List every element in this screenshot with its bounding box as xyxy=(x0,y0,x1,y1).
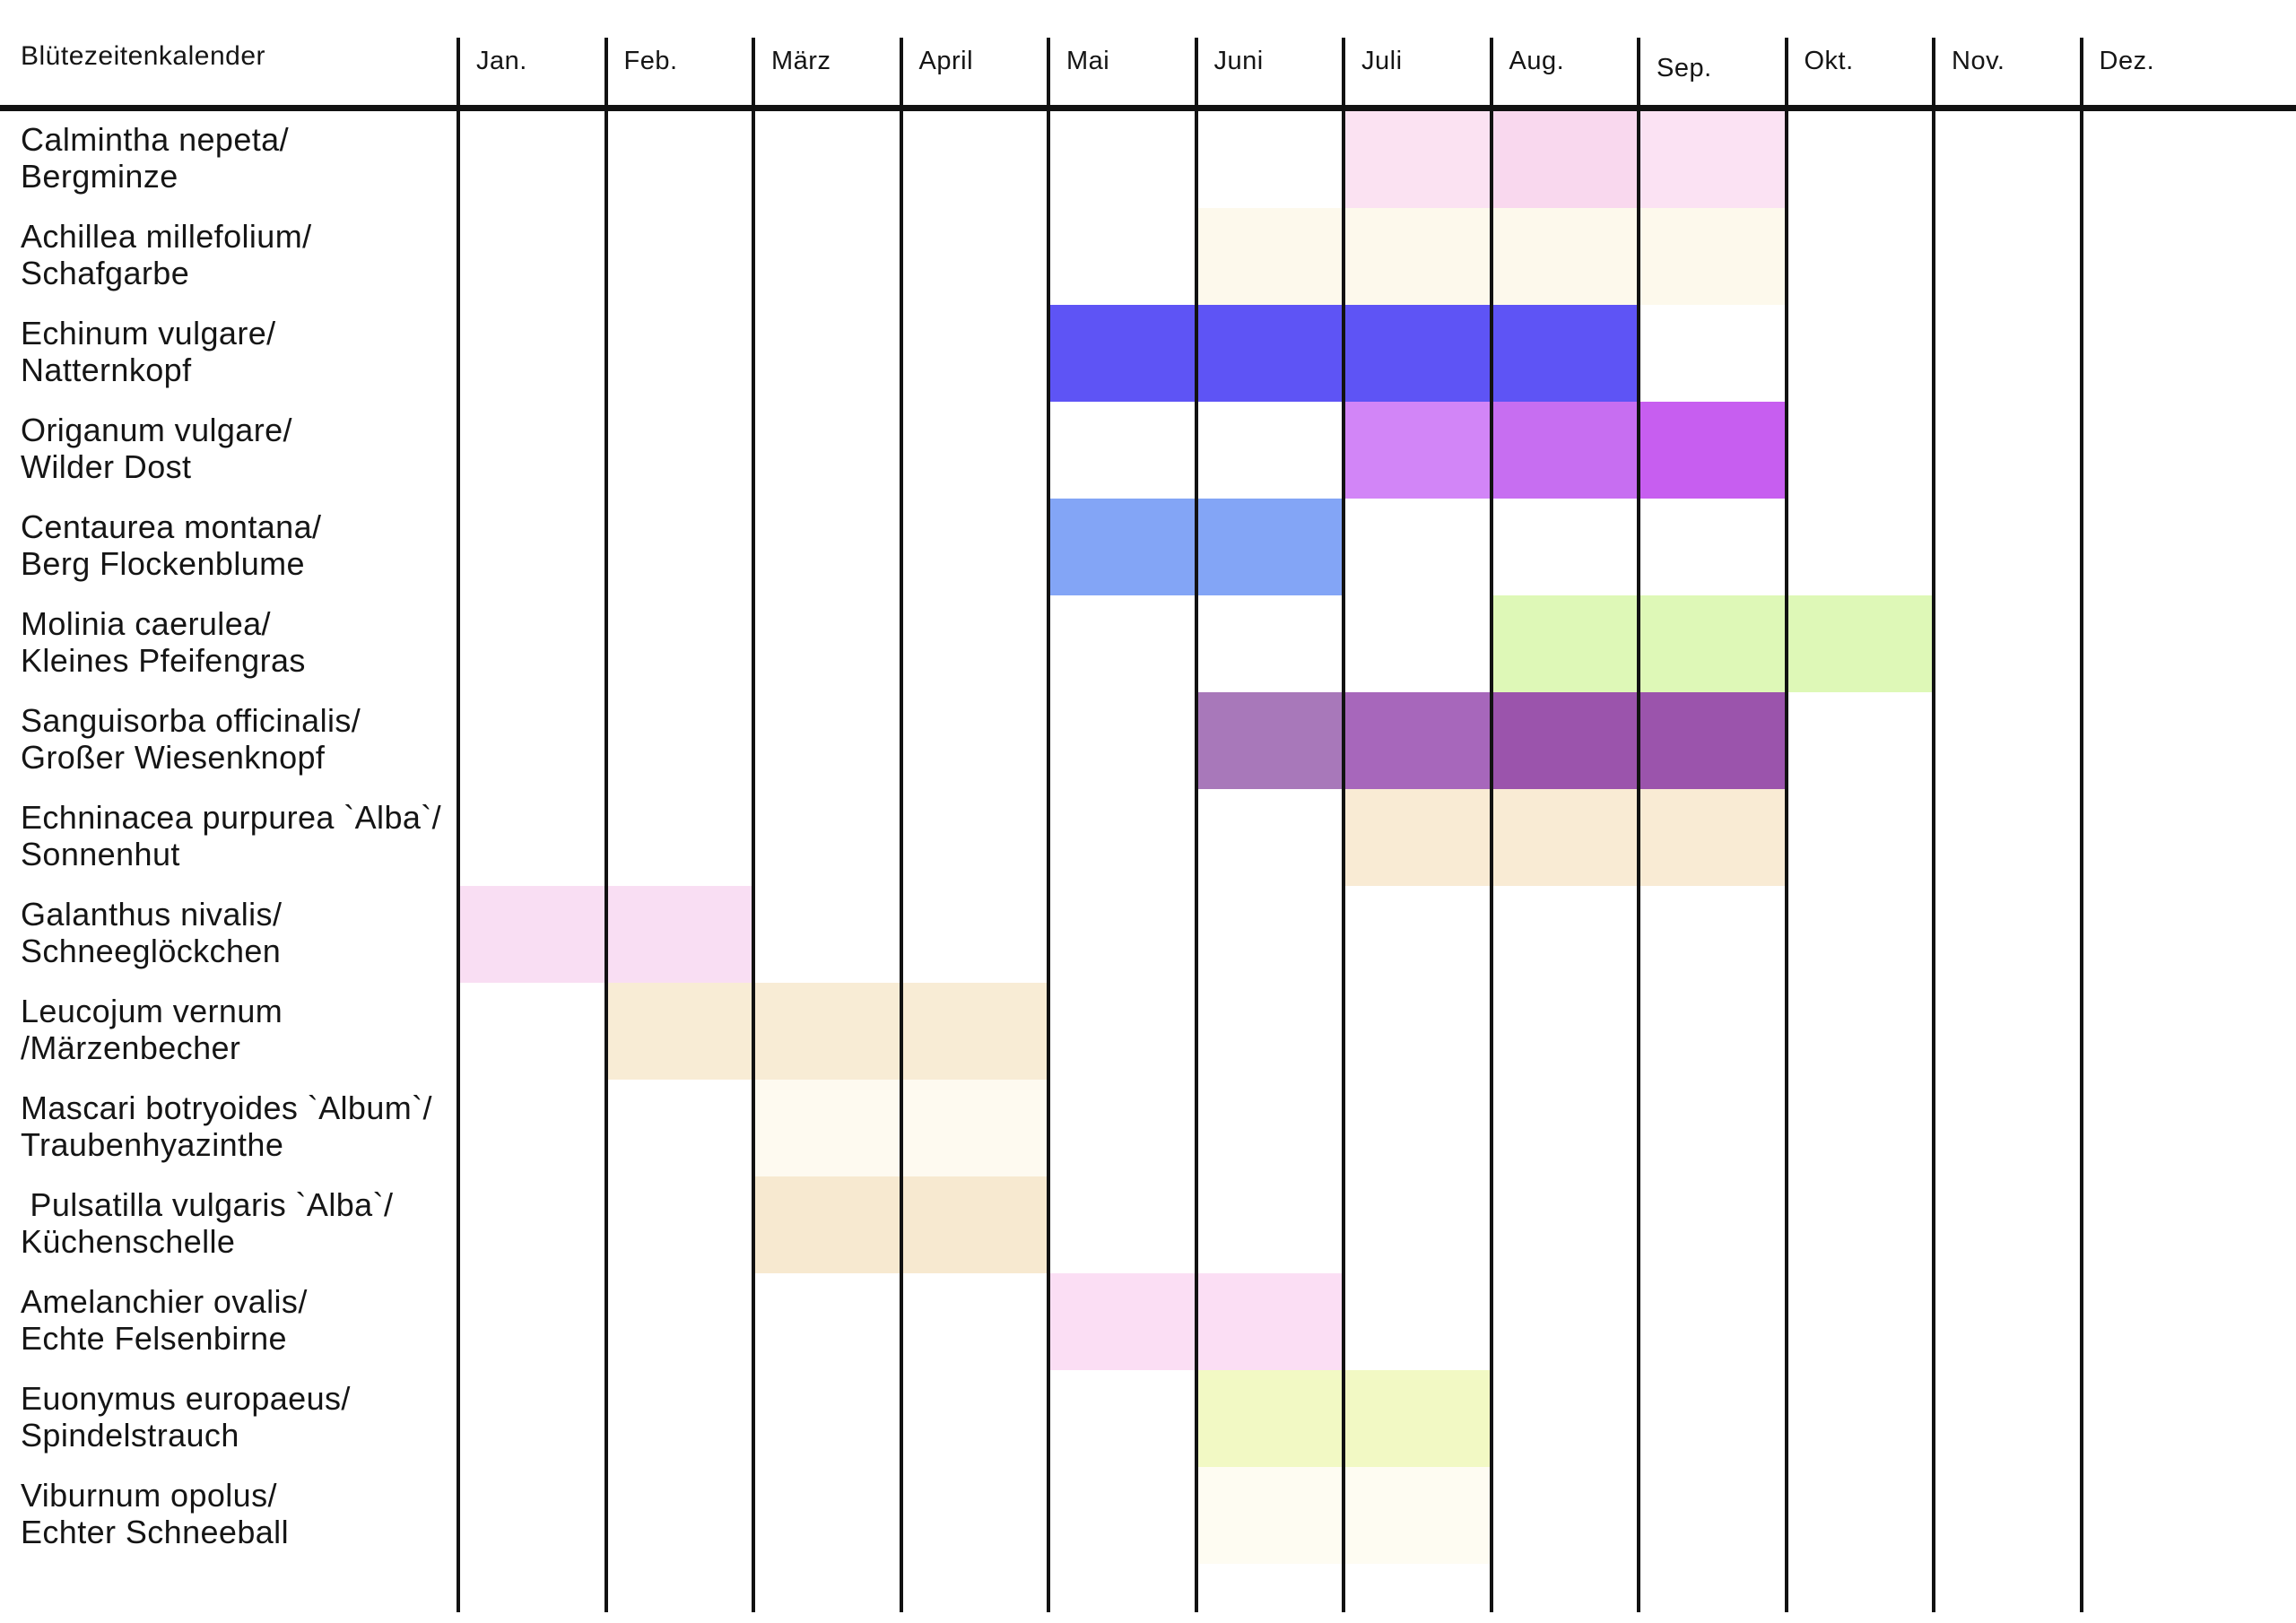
month-grid-line xyxy=(2079,38,2083,1612)
month-header-nov: Nov. xyxy=(1952,47,2005,75)
bloom-bar xyxy=(1491,789,1639,886)
bloom-bar xyxy=(753,983,901,1080)
month-header-juni: Juni xyxy=(1213,47,1264,75)
bloom-bar xyxy=(1344,305,1492,402)
month-header-feb: Feb. xyxy=(623,47,678,75)
bloom-bar xyxy=(1196,1273,1344,1370)
bloom-bar xyxy=(458,886,606,983)
bloom-bar xyxy=(1639,789,1787,886)
bloom-bar xyxy=(1491,208,1639,305)
plant-row-label: Pulsatilla vulgaris `Alba`/ Küchenschell… xyxy=(21,1186,394,1260)
plant-row-label: Viburnum opolus/ Echter Schneeball xyxy=(21,1477,289,1550)
month-grid-line xyxy=(899,38,903,1612)
bloom-bar xyxy=(1491,305,1639,402)
bloom-bar xyxy=(1196,1370,1344,1467)
month-header-aug: Aug. xyxy=(1509,47,1565,75)
bloom-bar xyxy=(1344,1467,1492,1564)
month-grid-line xyxy=(604,38,608,1612)
bloom-bar xyxy=(900,1080,1048,1176)
bloom-bar xyxy=(1048,499,1196,595)
plant-row-label: Origanum vulgare/ Wilder Dost xyxy=(21,412,292,485)
bloom-bar xyxy=(1344,1370,1492,1467)
bloom-bar xyxy=(605,886,753,983)
bloom-bar xyxy=(1048,305,1196,402)
month-header-mai: Mai xyxy=(1066,47,1110,75)
plant-row-label: Euonymus europaeus/ Spindelstrauch xyxy=(21,1380,351,1454)
month-grid-line xyxy=(1932,38,1935,1612)
month-grid-line xyxy=(457,38,460,1612)
bloom-bar xyxy=(1196,1467,1344,1564)
plant-row-label: Sanguisorba officinalis/ Großer Wiesenkn… xyxy=(21,702,361,776)
month-grid-line xyxy=(1784,38,1788,1612)
bloom-bar xyxy=(1639,111,1787,208)
bloom-bar xyxy=(1786,595,1934,692)
bloom-bar xyxy=(1491,402,1639,499)
chart-title: Blütezeitenkalender xyxy=(21,41,266,71)
month-grid-line xyxy=(1047,38,1050,1612)
bloom-bar xyxy=(900,1176,1048,1273)
plant-row-label: Centaurea montana/ Berg Flockenblume xyxy=(21,508,322,582)
month-grid-line xyxy=(1194,38,1198,1612)
bloom-bar xyxy=(1639,692,1787,789)
plant-row-label: Molinia caerulea/ Kleines Pfeifengras xyxy=(21,605,306,679)
bloom-bar xyxy=(1491,595,1639,692)
header-separator-line xyxy=(0,105,2296,111)
bloom-bar xyxy=(605,983,753,1080)
month-header-dez: Dez. xyxy=(2099,47,2155,75)
bloom-bar xyxy=(1196,208,1344,305)
bloom-bar xyxy=(1344,111,1492,208)
bloom-bar xyxy=(1639,208,1787,305)
plant-row-label: Mascari botryoides `Album`/ Traubenhyazi… xyxy=(21,1089,432,1163)
plant-row-label: Leucojum vernum /Märzenbecher xyxy=(21,993,292,1066)
bloom-bar xyxy=(753,1176,901,1273)
bloom-bar xyxy=(1048,1273,1196,1370)
plant-row-label: Echninacea purpurea `Alba`/ Sonnenhut xyxy=(21,799,442,872)
month-header-april: April xyxy=(918,47,974,75)
plant-row-label: Echinum vulgare/ Natternkopf xyxy=(21,315,276,388)
bloom-bar xyxy=(1639,402,1787,499)
plant-row-label: Calmintha nepeta/ Bergminze xyxy=(21,121,289,195)
bloom-bar xyxy=(900,983,1048,1080)
plant-row-label: Amelanchier ovalis/ Echte Felsenbirne xyxy=(21,1283,308,1357)
month-header-juli: Juli xyxy=(1361,47,1403,75)
bloom-bar xyxy=(1344,692,1492,789)
month-grid-line xyxy=(1342,38,1345,1612)
bloom-bar xyxy=(1344,402,1492,499)
plant-row-label: Achillea millefolium/ Schafgarbe xyxy=(21,218,312,291)
plant-row-label: Galanthus nivalis/ Schneeglöckchen xyxy=(21,896,283,969)
bloom-bar xyxy=(1344,208,1492,305)
month-grid-line xyxy=(1489,38,1493,1612)
month-header-okt: Okt. xyxy=(1804,47,1854,75)
month-header-märz: März xyxy=(771,47,831,75)
bloom-bar xyxy=(1491,692,1639,789)
month-grid-line xyxy=(1637,38,1640,1612)
bloom-bar xyxy=(1491,111,1639,208)
bloom-bar xyxy=(1344,789,1492,886)
bloom-bar xyxy=(1196,499,1344,595)
bloom-bar xyxy=(1639,595,1787,692)
month-header-jan: Jan. xyxy=(476,47,527,75)
month-grid-line xyxy=(752,38,755,1612)
bloom-bar xyxy=(753,1080,901,1176)
bloom-bar xyxy=(1196,692,1344,789)
bloom-bar xyxy=(1196,305,1344,402)
month-header-sep: Sep. xyxy=(1657,54,1712,82)
